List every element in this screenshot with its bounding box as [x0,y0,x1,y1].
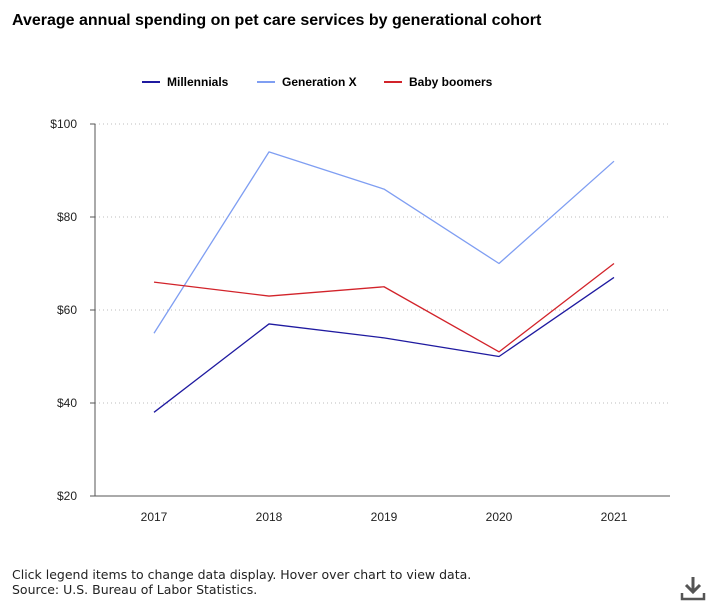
legend-label-baby-boomers: Baby boomers [409,75,493,89]
legend-item-baby-boomers[interactable]: Baby boomers [384,72,492,92]
x-tick-label: 2018 [256,510,283,524]
y-tick-label: $60 [57,303,77,317]
legend-swatch-generation-x [257,81,275,83]
y-tick-label: $20 [57,489,77,503]
legend-item-millennials[interactable]: Millennials [142,72,228,92]
x-tick-label: 2020 [486,510,513,524]
legend-swatch-baby-boomers [384,81,402,83]
line-chart[interactable]: $20 $40 $60 $80 $100 2017 2018 2019 2020 2021 [0,0,715,560]
x-tick-label: 2019 [371,510,398,524]
y-tick-label: $80 [57,210,77,224]
y-tick-label: $40 [57,396,77,410]
download-icon[interactable] [680,574,706,602]
series-line-baby-boomers [153,262,615,353]
chart-footer: Click legend items to change data displa… [12,567,471,597]
x-tick-label: 2017 [141,510,168,524]
x-tick-label: 2021 [601,510,628,524]
series-line-generation-x [153,151,615,334]
legend-label-millennials: Millennials [167,75,229,89]
legend-item-generation-x[interactable]: Generation X [257,72,357,92]
legend-label-generation-x: Generation X [282,75,357,89]
series-line-millennials [153,276,615,413]
chart-legend: Millennials Generation X Baby boomers [0,72,715,92]
chart-title: Average annual spending on pet care serv… [12,12,542,29]
footer-source: Source: U.S. Bureau of Labor Statistics. [12,582,258,597]
legend-swatch-millennials [142,81,160,83]
footer-note: Click legend items to change data displa… [12,567,472,582]
y-tick-label: $100 [50,117,77,131]
